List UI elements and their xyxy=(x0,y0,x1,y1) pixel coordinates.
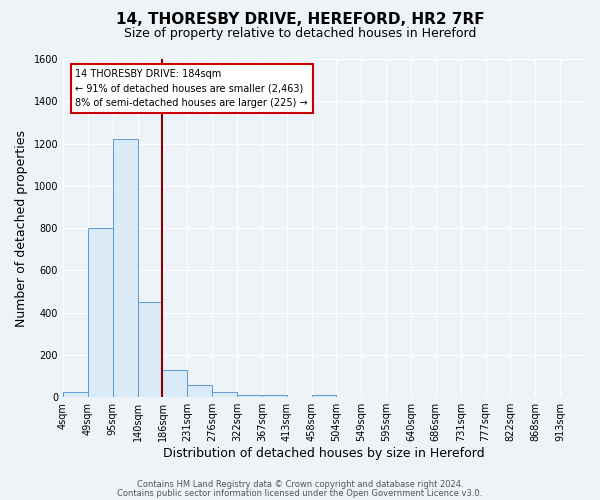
Text: Contains HM Land Registry data © Crown copyright and database right 2024.: Contains HM Land Registry data © Crown c… xyxy=(137,480,463,489)
Bar xyxy=(88,228,113,397)
Bar xyxy=(163,370,187,397)
Text: Contains public sector information licensed under the Open Government Licence v3: Contains public sector information licen… xyxy=(118,488,482,498)
Text: 14 THORESBY DRIVE: 184sqm
← 91% of detached houses are smaller (2,463)
8% of sem: 14 THORESBY DRIVE: 184sqm ← 91% of detac… xyxy=(76,68,308,108)
Text: 14, THORESBY DRIVE, HEREFORD, HR2 7RF: 14, THORESBY DRIVE, HEREFORD, HR2 7RF xyxy=(116,12,484,28)
Bar xyxy=(63,392,88,397)
Bar xyxy=(137,302,163,397)
Bar xyxy=(113,140,137,397)
Bar xyxy=(262,395,287,397)
Y-axis label: Number of detached properties: Number of detached properties xyxy=(15,130,28,326)
Bar xyxy=(311,395,337,397)
Bar xyxy=(212,392,237,397)
X-axis label: Distribution of detached houses by size in Hereford: Distribution of detached houses by size … xyxy=(163,447,485,460)
Bar xyxy=(187,386,212,397)
Bar xyxy=(237,395,262,397)
Text: Size of property relative to detached houses in Hereford: Size of property relative to detached ho… xyxy=(124,28,476,40)
